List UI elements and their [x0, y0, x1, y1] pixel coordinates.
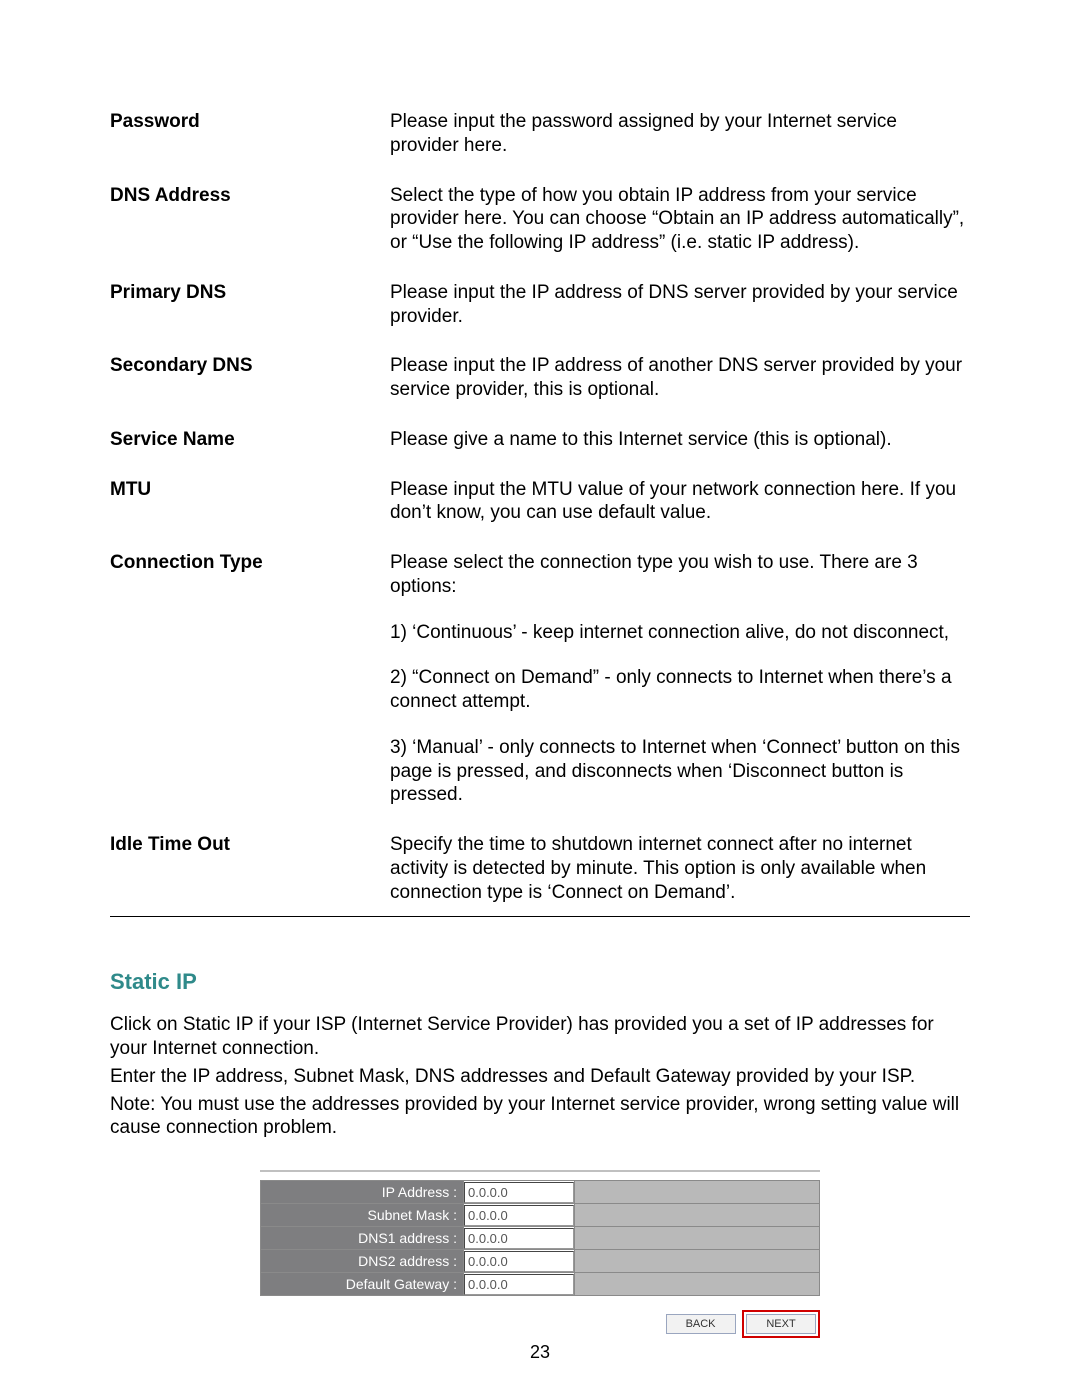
connection-type-intro: Please select the connection type you wi… [390, 551, 970, 599]
spacer [575, 1250, 820, 1273]
def-row-secondary-dns: Secondary DNS Please input the IP addres… [110, 354, 970, 428]
term-connection-type: Connection Type [110, 551, 390, 833]
def-row-mtu: MTU Please input the MTU value of your n… [110, 478, 970, 552]
def-row-service-name: Service Name Please give a name to this … [110, 428, 970, 478]
dns2-input[interactable] [464, 1251, 574, 1272]
def-row-password: Password Please input the password assig… [110, 110, 970, 184]
def-row-dns-address: DNS Address Select the type of how you o… [110, 184, 970, 281]
dns1-input[interactable] [464, 1228, 574, 1249]
input-cell-default-gateway [464, 1273, 575, 1296]
ip-settings-table: IP Address : Subnet Mask : DNS1 address … [260, 1180, 820, 1296]
desc-secondary-dns: Please input the IP address of another D… [390, 354, 970, 428]
term-secondary-dns: Secondary DNS [110, 354, 390, 428]
spacer [575, 1227, 820, 1250]
term-service-name: Service Name [110, 428, 390, 478]
spacer [575, 1204, 820, 1227]
ip-address-input[interactable] [464, 1182, 574, 1203]
spacer [575, 1181, 820, 1204]
desc-password: Please input the password assigned by yo… [390, 110, 970, 184]
input-cell-subnet-mask [464, 1204, 575, 1227]
static-ip-p3: Note: You must use the addresses provide… [110, 1093, 970, 1141]
static-ip-form: IP Address : Subnet Mask : DNS1 address … [260, 1170, 820, 1338]
document-page: Password Please input the password assig… [0, 0, 1080, 1397]
connection-type-opt2: 2) “Connect on Demand” - only connects t… [390, 666, 970, 714]
page-number: 23 [0, 1342, 1080, 1363]
connection-type-opt1: 1) ‘Continuous’ - keep internet connecti… [390, 621, 970, 645]
static-ip-title: Static IP [110, 969, 970, 995]
form-row-dns2: DNS2 address : [261, 1250, 820, 1273]
next-button[interactable]: NEXT [746, 1314, 816, 1334]
desc-service-name: Please give a name to this Internet serv… [390, 428, 970, 478]
static-ip-p2: Enter the IP address, Subnet Mask, DNS a… [110, 1065, 970, 1089]
form-row-default-gateway: Default Gateway : [261, 1273, 820, 1296]
desc-primary-dns: Please input the IP address of DNS serve… [390, 281, 970, 355]
form-row-subnet-mask: Subnet Mask : [261, 1204, 820, 1227]
next-button-highlight: NEXT [742, 1310, 820, 1338]
label-dns2: DNS2 address : [261, 1250, 464, 1273]
def-row-primary-dns: Primary DNS Please input the IP address … [110, 281, 970, 355]
desc-connection-type: Please select the connection type you wi… [390, 551, 970, 833]
desc-idle-timeout: Specify the time to shutdown internet co… [390, 833, 970, 916]
label-ip-address: IP Address : [261, 1181, 464, 1204]
definitions-table: Password Please input the password assig… [110, 110, 970, 916]
label-subnet-mask: Subnet Mask : [261, 1204, 464, 1227]
form-top-rule [260, 1170, 820, 1172]
default-gateway-input[interactable] [464, 1274, 574, 1295]
label-default-gateway: Default Gateway : [261, 1273, 464, 1296]
def-row-idle-timeout: Idle Time Out Specify the time to shutdo… [110, 833, 970, 916]
section-divider [110, 916, 970, 917]
term-primary-dns: Primary DNS [110, 281, 390, 355]
input-cell-dns1 [464, 1227, 575, 1250]
desc-dns-address: Select the type of how you obtain IP add… [390, 184, 970, 281]
term-dns-address: DNS Address [110, 184, 390, 281]
term-password: Password [110, 110, 390, 184]
term-mtu: MTU [110, 478, 390, 552]
def-row-connection-type: Connection Type Please select the connec… [110, 551, 970, 833]
static-ip-p1: Click on Static IP if your ISP (Internet… [110, 1013, 970, 1061]
input-cell-dns2 [464, 1250, 575, 1273]
desc-mtu: Please input the MTU value of your netwo… [390, 478, 970, 552]
input-cell-ip-address [464, 1181, 575, 1204]
spacer [575, 1273, 820, 1296]
form-row-dns1: DNS1 address : [261, 1227, 820, 1250]
connection-type-opt3: 3) ‘Manual’ - only connects to Internet … [390, 736, 970, 807]
back-button[interactable]: BACK [666, 1314, 736, 1334]
form-button-row: BACK NEXT [260, 1310, 820, 1338]
term-idle-timeout: Idle Time Out [110, 833, 390, 916]
label-dns1: DNS1 address : [261, 1227, 464, 1250]
form-row-ip-address: IP Address : [261, 1181, 820, 1204]
subnet-mask-input[interactable] [464, 1205, 574, 1226]
